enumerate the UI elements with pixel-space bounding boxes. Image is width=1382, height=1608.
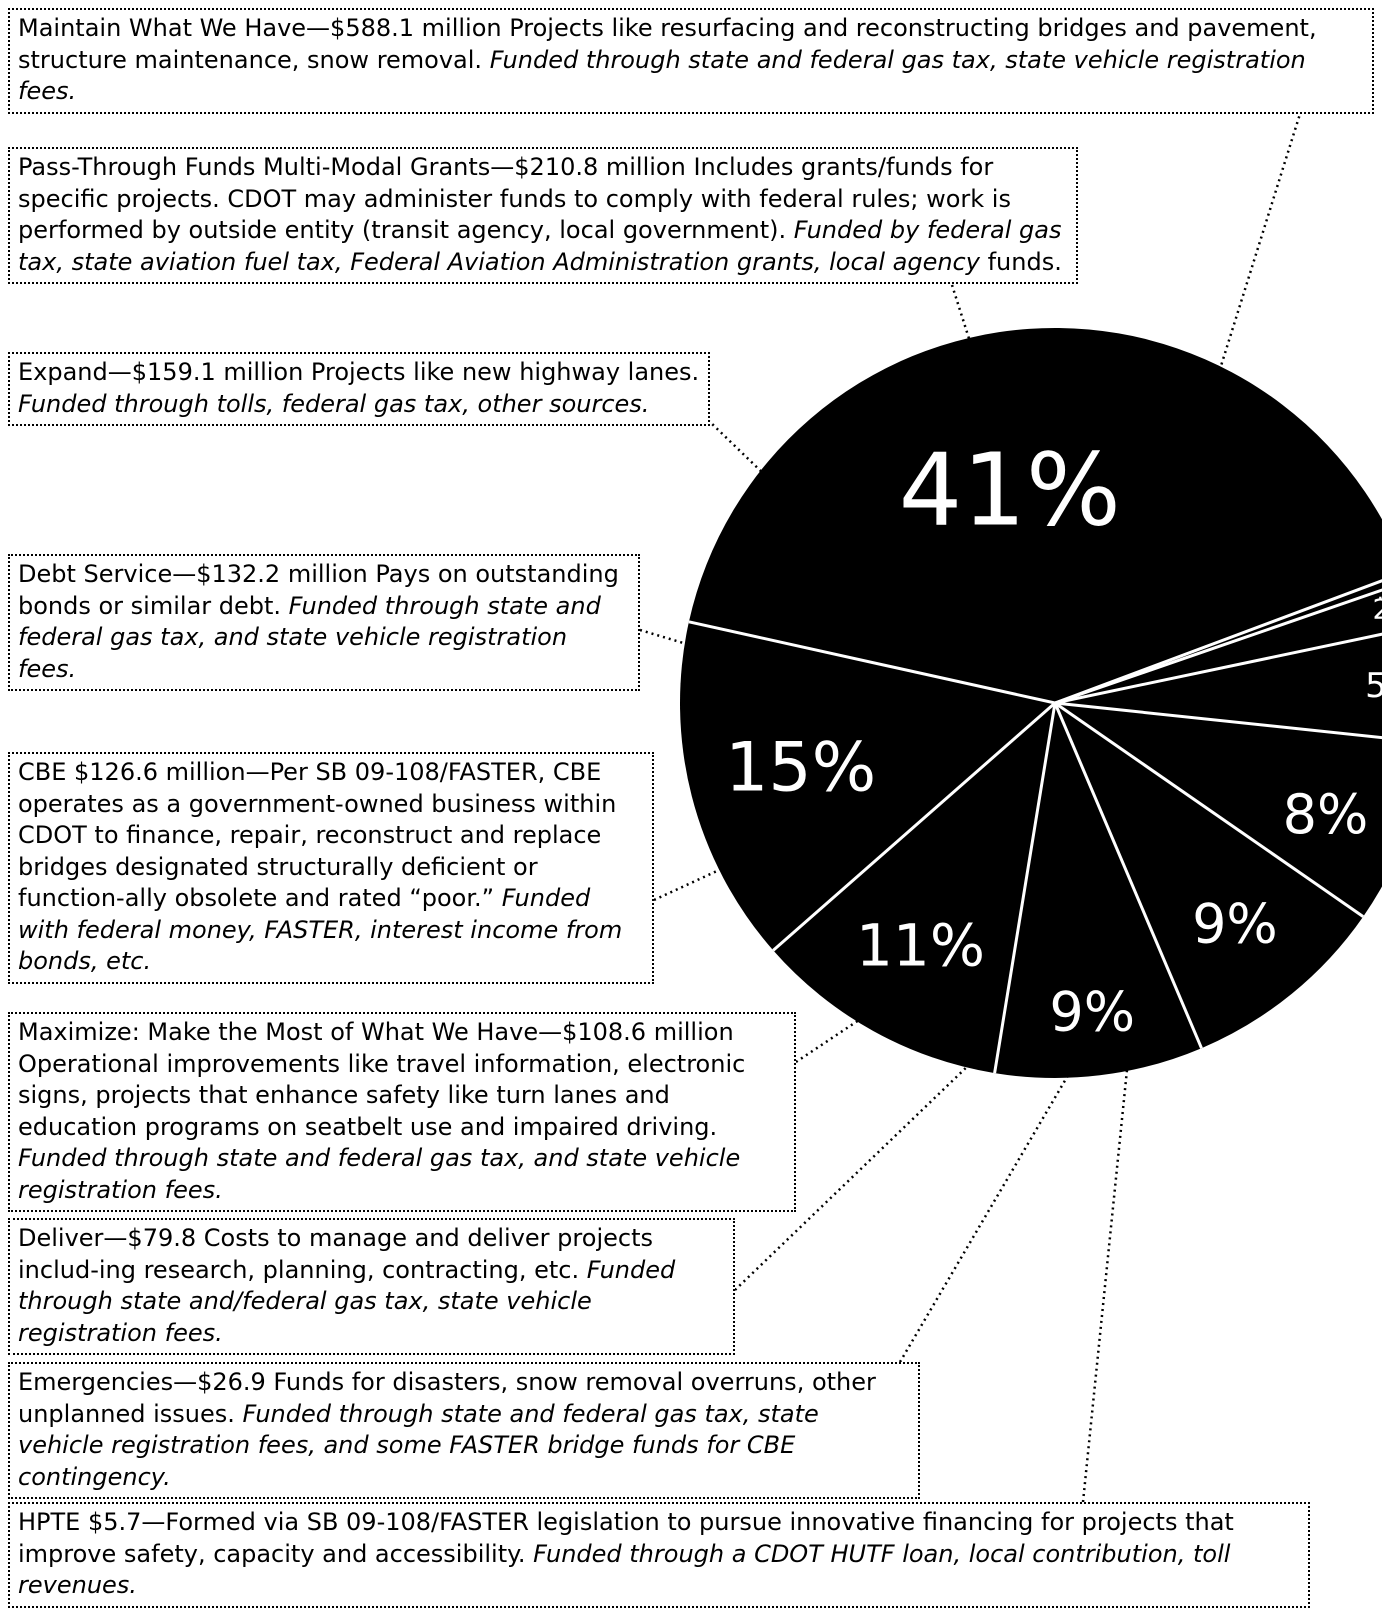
leader-line-5 xyxy=(795,1016,863,1064)
callout-cbe: CBE $126.6 million—Per SB 09-108/FASTER,… xyxy=(8,752,654,984)
callout-funding: Funded by federal gas tax, state aviatio… xyxy=(18,216,1062,276)
slice-labels: 41%.4%2%5%8%9%9%11%15% xyxy=(725,432,1382,1044)
pie-slice-3 xyxy=(1055,634,1382,738)
callout-expand: Expand—$159.1 million Projects like new … xyxy=(8,352,710,426)
slice-label-6: 9% xyxy=(1049,981,1135,1044)
leader-line-1 xyxy=(950,284,974,349)
slice-label-4: 8% xyxy=(1283,783,1369,846)
callout-deliver: Deliver—$79.8 Costs to manage and delive… xyxy=(8,1218,735,1355)
callout-funding: Funded through state and federal gas tax… xyxy=(18,591,601,683)
callout-maximize: Maximize: Make the Most of What We Have—… xyxy=(8,1012,796,1212)
slice-divider-8 xyxy=(772,701,1056,952)
leader-line-0 xyxy=(1213,81,1312,386)
leader-line-6 xyxy=(734,1061,973,1291)
slice-divider-5 xyxy=(1054,701,1365,918)
slice-dividers xyxy=(688,579,1382,1074)
callout-funding: Funded through state and/federal gas tax… xyxy=(18,1255,676,1347)
slice-label-0: 41% xyxy=(899,432,1121,549)
callout-emergencies: Emergencies—$26.9 Funds for disasters, s… xyxy=(8,1362,920,1499)
callout-text: Deliver—$79.8 Costs to manage and delive… xyxy=(18,1224,653,1284)
leader-line-8 xyxy=(1081,1059,1130,1503)
slice-label-5: 9% xyxy=(1192,893,1278,956)
callout-funding: Funded with federal money, FASTER, inter… xyxy=(18,884,623,975)
leader-lines xyxy=(639,81,1312,1503)
pie-slice-6 xyxy=(994,703,1202,1078)
slice-divider-3 xyxy=(1054,632,1382,705)
leader-line-3 xyxy=(639,628,691,647)
slice-label-3: 5% xyxy=(1365,666,1382,706)
callout-funding: Funded through state and federal gas tax… xyxy=(18,1144,741,1204)
slice-divider-6 xyxy=(1053,702,1203,1049)
leader-line-2 xyxy=(707,419,769,479)
callout-text: CBE $126.6 million—Per SB 09-108/FASTER,… xyxy=(18,758,617,912)
slice-divider-2 xyxy=(1054,588,1382,705)
callout-text: Maintain What We Have—$588.1 million Pro… xyxy=(18,14,1317,74)
callout-maintain: Maintain What We Have—$588.1 million Pro… xyxy=(8,8,1374,114)
pie-slice-5 xyxy=(1055,703,1364,1049)
slice-label-2: 2% xyxy=(1372,593,1382,626)
slice-divider-4 xyxy=(1054,701,1382,740)
slice-label-7: 11% xyxy=(856,912,985,980)
callout-text: Maximize: Make the Most of What We Have—… xyxy=(18,1018,746,1141)
slice-label-8: 15% xyxy=(725,729,876,808)
pie-slice-4 xyxy=(1055,703,1382,917)
callout-hpte: HPTE $5.7—Formed via SB 09-108/FASTER le… xyxy=(8,1502,1310,1608)
callout-text: Emergencies—$26.9 Funds for disasters, s… xyxy=(18,1368,876,1428)
pie-slice-0 xyxy=(688,327,1382,703)
slice-divider-1 xyxy=(1054,579,1382,705)
callout-tail: funds. xyxy=(979,247,1062,276)
callout-debt-service: Debt Service—$132.2 million Pays on outs… xyxy=(8,554,640,691)
leader-line-4 xyxy=(653,863,731,902)
leader-line-7 xyxy=(898,1071,1072,1363)
callout-text: Expand—$159.1 million Projects like new … xyxy=(18,358,700,386)
slice-divider-0 xyxy=(688,620,1056,705)
slice-divider-7 xyxy=(993,702,1057,1074)
callout-text: Debt Service—$132.2 million Pays on outs… xyxy=(18,560,619,620)
callout-text: Pass-Through Funds Multi-Modal Grants—$2… xyxy=(18,153,1011,244)
slice-label-1: .4% xyxy=(1377,581,1382,606)
callout-funding: Funded through state and federal gas tax… xyxy=(18,45,1306,106)
pie-slice-8 xyxy=(680,621,1055,951)
pie-slice-7 xyxy=(773,703,1055,1074)
callout-pass-through: Pass-Through Funds Multi-Modal Grants—$2… xyxy=(8,147,1078,284)
callout-text: HPTE $5.7—Formed via SB 09-108/FASTER le… xyxy=(18,1508,1234,1568)
callout-funding: Funded through tolls, federal gas tax, o… xyxy=(18,389,650,418)
callout-funding: Funded through state and federal gas tax… xyxy=(18,1399,819,1491)
